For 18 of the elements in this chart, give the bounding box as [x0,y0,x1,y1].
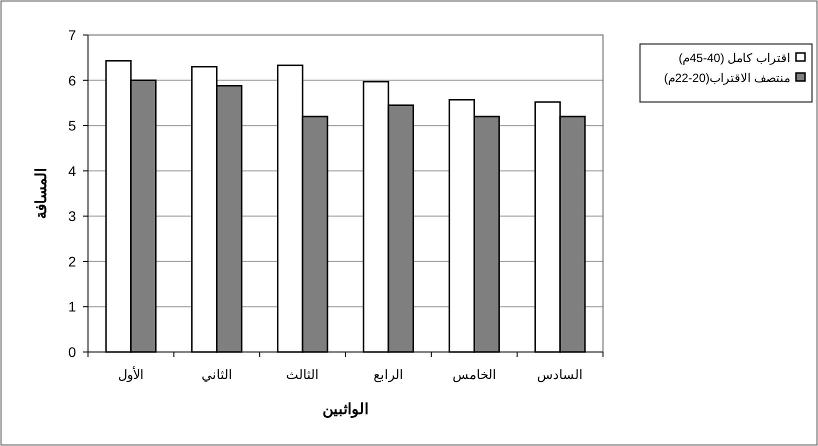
y-tick-label: 4 [68,162,76,179]
x-tick-label: الثاني [201,367,232,382]
x-axis-title: الواثبين [322,401,368,418]
legend-label: منتصف الاقتراب(20-22م) [664,71,790,85]
y-axis-title: المسافة [33,168,50,219]
legend-label: اقتراب كامل (40-45م) [678,51,790,65]
y-tick-label: 6 [68,72,76,88]
x-tick-label: السادس [537,367,584,383]
y-tick-label: 3 [68,208,76,224]
x-tick-label: الثالث [286,367,320,382]
y-tick-label: 2 [68,253,76,270]
y-tick-label: 0 [68,344,76,360]
y-tick-label: 1 [68,298,76,315]
x-tick-label: الأول [118,366,144,383]
x-tick-label: الرابع [373,367,404,383]
y-tick-label: 7 [68,27,76,43]
x-tick-label: الخامس [452,367,496,383]
y-tick-label: 5 [68,118,76,134]
